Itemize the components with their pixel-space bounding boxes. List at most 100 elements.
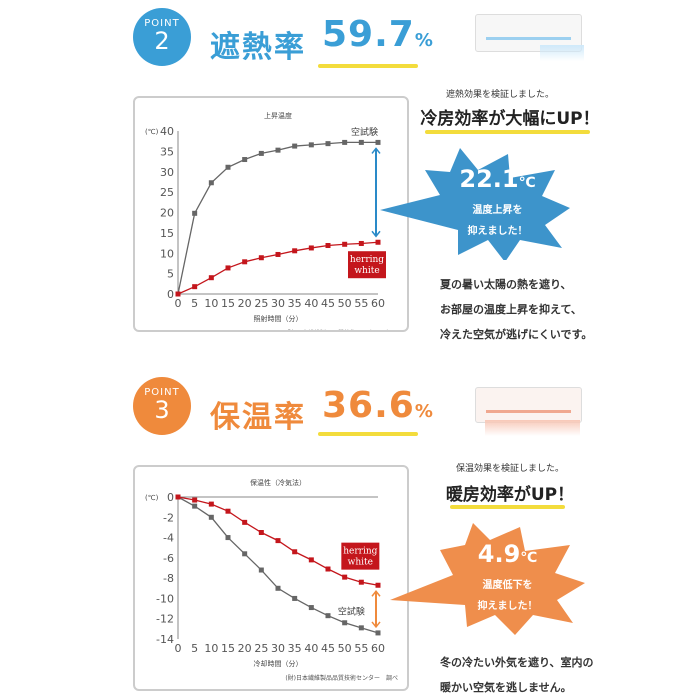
bubble-value: 4.9 <box>477 540 521 568</box>
data-point <box>325 243 331 249</box>
x-tick-label: 50 <box>338 297 352 310</box>
data-point <box>225 164 231 170</box>
y-tick-label: 5 <box>167 268 174 281</box>
bubble-value: 22.1 <box>459 165 519 193</box>
data-point <box>358 139 364 145</box>
cool-air-icon <box>540 45 584 61</box>
y-tick-label: 10 <box>160 247 174 260</box>
x-tick-label: 30 <box>271 642 285 655</box>
x-tick-label: 60 <box>371 642 385 655</box>
y-tick-label: 35 <box>160 145 174 158</box>
x-tick-label: 40 <box>304 642 318 655</box>
data-point <box>208 514 214 520</box>
bubble-unit: ℃ <box>518 175 536 191</box>
arrow-head-down <box>371 621 381 629</box>
data-point <box>275 538 281 544</box>
data-point <box>275 147 281 153</box>
body-line: 冬の冷たい外気を遮り、室内の <box>440 656 594 669</box>
source-note: (財)日本繊維製品品質技術センター 調べ <box>285 674 398 682</box>
data-point <box>192 503 198 509</box>
data-point <box>258 530 264 535</box>
percent-unit: % <box>414 30 434 51</box>
data-point <box>342 241 348 247</box>
point-3-badge: POINT 3 <box>133 377 191 435</box>
data-point <box>275 585 281 591</box>
section-title: 遮熱率 <box>210 30 306 65</box>
arrow-head-up <box>371 147 381 154</box>
body-text-2: 冬の冷たい外気を遮り、室内の 暖かい空気を逃しません。 <box>440 650 594 700</box>
lead-text: 保温効果を検証しました。 <box>455 464 564 474</box>
data-point <box>342 620 348 626</box>
data-point <box>175 494 181 500</box>
data-point <box>375 139 381 145</box>
data-point <box>358 625 364 631</box>
body-line: 暖かい空気を逃しません。 <box>440 681 572 694</box>
x-tick-label: 40 <box>304 297 318 310</box>
y-axis-unit: (℃) <box>145 128 159 136</box>
x-tick-label: 25 <box>254 297 268 310</box>
x-tick-label: 10 <box>204 297 218 310</box>
point-2-badge: POINT 2 <box>133 8 191 66</box>
chart-2: 保温性（冷気法）(℃) 0-2-4-6-8-10-12-140 5 10 15 20 25 3… <box>145 478 398 682</box>
data-point <box>242 519 248 525</box>
data-point <box>225 535 231 541</box>
underline <box>318 432 418 436</box>
data-point <box>175 291 181 297</box>
body-line: 冷えた空気が逃げにくいです。 <box>440 328 593 341</box>
data-point <box>308 245 314 251</box>
y-tick-label: -4 <box>163 532 174 545</box>
data-point <box>342 574 348 580</box>
x-tick-label: 55 <box>354 642 368 655</box>
x-axis-label: 冷却時間（分） <box>254 659 303 668</box>
bubble-1-text: 22.1℃ 温度上昇を 抑えました！ <box>455 165 540 237</box>
x-tick-label: 25 <box>254 642 268 655</box>
body-line: お部屋の温度上昇を抑えて、 <box>440 303 582 316</box>
data-point <box>292 143 298 149</box>
data-point <box>358 240 364 246</box>
bubble-line: 温度上昇を <box>472 205 523 216</box>
data-point <box>208 180 214 186</box>
x-tick-label: 55 <box>354 297 368 310</box>
headline-underline <box>450 505 565 509</box>
bubble-line: 抑えました！ <box>477 601 538 612</box>
bubble-line: 温度低下を <box>482 580 533 591</box>
point-label: POINT <box>144 18 180 29</box>
x-tick-label: 60 <box>371 297 385 310</box>
y-tick-label: -12 <box>156 613 174 626</box>
x-tick-label: 10 <box>204 642 218 655</box>
x-tick-label: 45 <box>321 642 335 655</box>
bubble-unit: ℃ <box>520 550 538 566</box>
series-label-control: 空試験 <box>351 126 378 138</box>
speech-bubble-blue <box>380 148 570 260</box>
herring-white-logo <box>341 542 380 570</box>
x-tick-label: 35 <box>288 297 302 310</box>
lead-text: 遮熱効果を検証しました。 <box>445 90 554 100</box>
x-tick-label: 30 <box>271 297 285 310</box>
y-tick-label: -10 <box>156 592 174 605</box>
chart-2-box: 保温性（冷気法） (℃) 0 -2 -4 -6 -8 -10 -12 -14 0 5 10 15 20 25 3… <box>133 465 409 691</box>
percent-number: 36.6 <box>322 385 415 426</box>
y-tick-label: 15 <box>160 227 174 240</box>
herring-white-logo <box>348 251 386 279</box>
y-tick-label: 25 <box>160 186 174 199</box>
data-point <box>192 497 198 503</box>
data-point <box>375 582 381 588</box>
point-number: 3 <box>154 396 170 424</box>
section-title: 保温率 <box>210 400 306 435</box>
bubble-2-text: 4.9℃ 温度低下を 抑えました！ <box>465 540 550 612</box>
x-tick-label: 15 <box>221 297 235 310</box>
data-point <box>275 251 281 257</box>
percent-value: 36.6% <box>322 385 434 426</box>
x-tick-label: 20 <box>238 297 252 310</box>
x-tick-label: 45 <box>321 297 335 310</box>
y-axis-unit: (℃) <box>145 494 159 502</box>
data-point <box>308 605 314 611</box>
herring-white-logo-text: white <box>354 266 379 276</box>
x-tick-label: 5 <box>191 297 198 310</box>
chart-title: 上昇温度 <box>264 111 292 120</box>
data-point <box>192 284 198 290</box>
data-point <box>225 508 231 514</box>
data-point <box>292 549 298 555</box>
data-point <box>242 259 248 265</box>
